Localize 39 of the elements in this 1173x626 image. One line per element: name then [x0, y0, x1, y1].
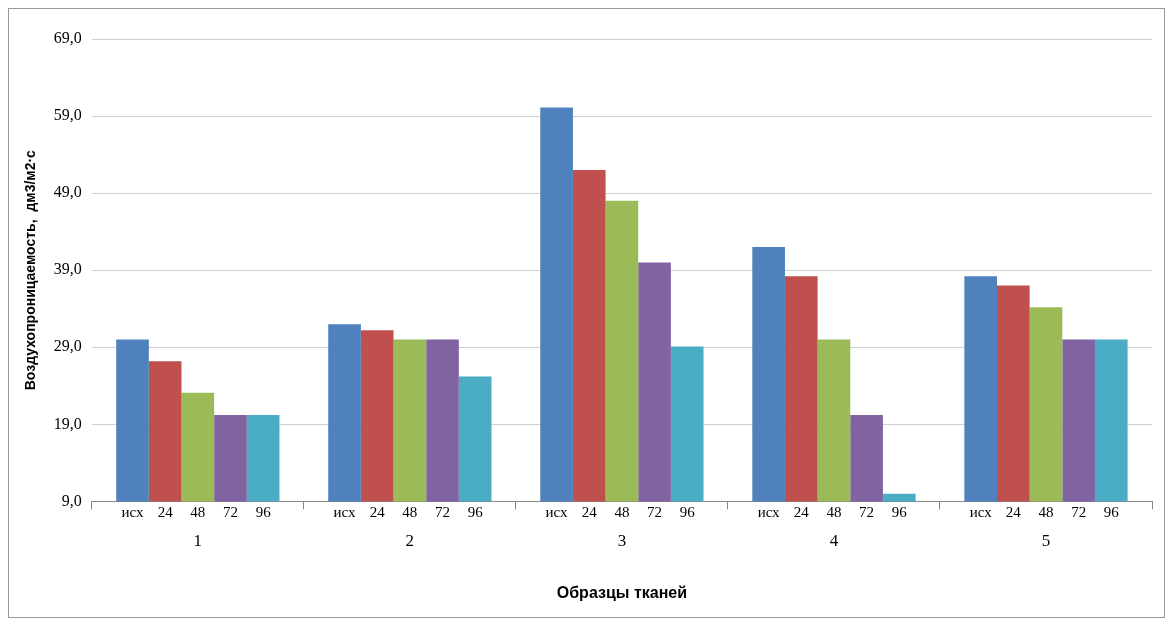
series-label: исх — [969, 503, 993, 520]
x-tick-label: 4 — [829, 531, 839, 551]
text: 72 — [1071, 503, 1087, 520]
y-tick-label: 49,0 — [53, 183, 82, 201]
text: исх — [545, 503, 568, 520]
series-label: 24 — [369, 503, 386, 520]
x-tick-label: 2 — [405, 531, 415, 551]
y-tick-label: 9,0 — [61, 491, 82, 509]
text: 72 — [859, 503, 875, 520]
text: 24 — [157, 503, 173, 520]
text: 24 — [793, 503, 809, 520]
text: 96 — [1103, 503, 1119, 520]
text: исх — [121, 503, 144, 520]
y-tick-label: 39,0 — [53, 260, 82, 278]
text: 24 — [581, 503, 597, 520]
text: 96 — [467, 503, 483, 520]
text: 24 — [1005, 503, 1021, 520]
y-tick-label: 59,0 — [53, 106, 82, 124]
series-label: 96 — [679, 503, 696, 520]
text: 48 — [1038, 503, 1054, 520]
text: 48 — [402, 503, 418, 520]
text: 72 — [435, 503, 451, 520]
x-tick-label: 1 — [193, 531, 203, 551]
y-tick-label: 19,0 — [53, 414, 82, 432]
y-tick-label: 69,0 — [53, 29, 82, 47]
text: 96 — [255, 503, 271, 520]
text: исх — [333, 503, 356, 520]
y-tick-label: 29,0 — [53, 337, 82, 355]
x-tick-label: 3 — [617, 531, 627, 551]
x-tick-label: 5 — [1041, 531, 1051, 551]
text: 96 — [891, 503, 907, 520]
text: 48 — [190, 503, 206, 520]
text: исх — [757, 503, 780, 520]
text: 72 — [222, 503, 238, 520]
y-axis-title: Воздухопроницаемость, дм3/м2·с — [22, 149, 39, 391]
series-label: 48 — [614, 503, 630, 520]
series-label: 72 — [647, 503, 663, 520]
x-axis-title: Образцы тканей — [556, 583, 688, 601]
text: 48 — [826, 503, 842, 520]
